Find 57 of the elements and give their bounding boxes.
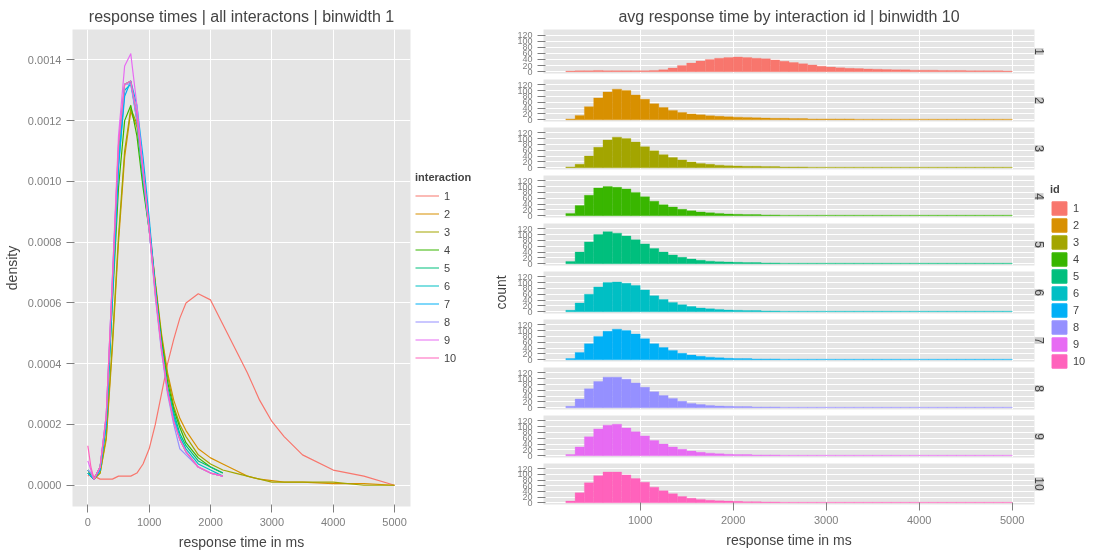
legend-label: 7 [1073, 304, 1081, 316]
text: 8 [1031, 385, 1046, 392]
text: 1 [1031, 48, 1046, 55]
legend-label: 9 [444, 333, 452, 345]
text: 10 [1031, 477, 1046, 491]
x-tick-label: 5000 [382, 515, 407, 528]
y-tick-label: 0.0006 [27, 296, 62, 309]
legend-label: 3 [444, 225, 452, 237]
text: 7 [1031, 337, 1046, 344]
x-tick-label: 3000 [259, 515, 285, 528]
y-tick-label: 0.0004 [27, 357, 62, 370]
x-tick-label: 1000 [136, 515, 162, 528]
legend-label: 8 [1073, 321, 1081, 333]
x-tick-label: 2000 [198, 515, 223, 528]
legend-label: 6 [1073, 287, 1081, 299]
text: 4 [1031, 193, 1046, 200]
y-tick-label: 0.0010 [27, 175, 62, 188]
text: 5 [1031, 241, 1046, 248]
x-tick-label: 2000 [720, 513, 746, 526]
y-axis-title: count [493, 275, 510, 310]
x-axis-title: response time in ms [178, 533, 305, 550]
legend-title: interaction [415, 170, 472, 182]
legend-label: 2 [1073, 219, 1081, 231]
x-tick-label: 4000 [906, 513, 932, 526]
y-tick-label: 0.0014 [27, 53, 62, 66]
y-tick-label: 0.0012 [27, 114, 62, 127]
y-tick-label: 0.0002 [27, 418, 62, 431]
legend-label: 2 [444, 207, 452, 219]
x-tick-label: 1000 [627, 513, 653, 526]
x-tick-label: 4000 [320, 515, 346, 528]
legend-label: 4 [444, 243, 452, 255]
legend-label: 1 [444, 189, 452, 201]
legend-label: 5 [444, 261, 452, 273]
y-tick-label: 0.0008 [27, 236, 62, 249]
text: 6 [1031, 289, 1046, 296]
chart-title: response times | all interactons | binwidth 1 [88, 7, 395, 25]
legend-label: 10 [444, 351, 458, 363]
legend-label: 5 [1073, 270, 1081, 282]
text: 2 [1031, 97, 1046, 104]
text: 9 [1031, 433, 1046, 440]
legend-title: id [1050, 183, 1061, 195]
chart-title: avg response time by interaction id | binwidth 10 [618, 7, 960, 25]
legend-label: 1 [1073, 202, 1081, 214]
x-axis-title: response time in ms [726, 531, 852, 548]
legend-label: 8 [444, 315, 452, 327]
legend-label: 7 [444, 297, 452, 309]
legend-label: 9 [1073, 338, 1081, 350]
x-tick-label: 3000 [813, 513, 839, 526]
x-tick-label: 0 [84, 515, 91, 528]
legend-label: 3 [1073, 236, 1081, 248]
text: 3 [1031, 145, 1046, 152]
legend-label: 10 [1073, 355, 1087, 367]
legend-label: 6 [444, 279, 452, 291]
y-tick-label: 0.0000 [27, 479, 62, 492]
x-tick-label: 5000 [999, 513, 1025, 526]
y-axis-title: density [3, 245, 20, 291]
legend-label: 4 [1073, 253, 1081, 265]
